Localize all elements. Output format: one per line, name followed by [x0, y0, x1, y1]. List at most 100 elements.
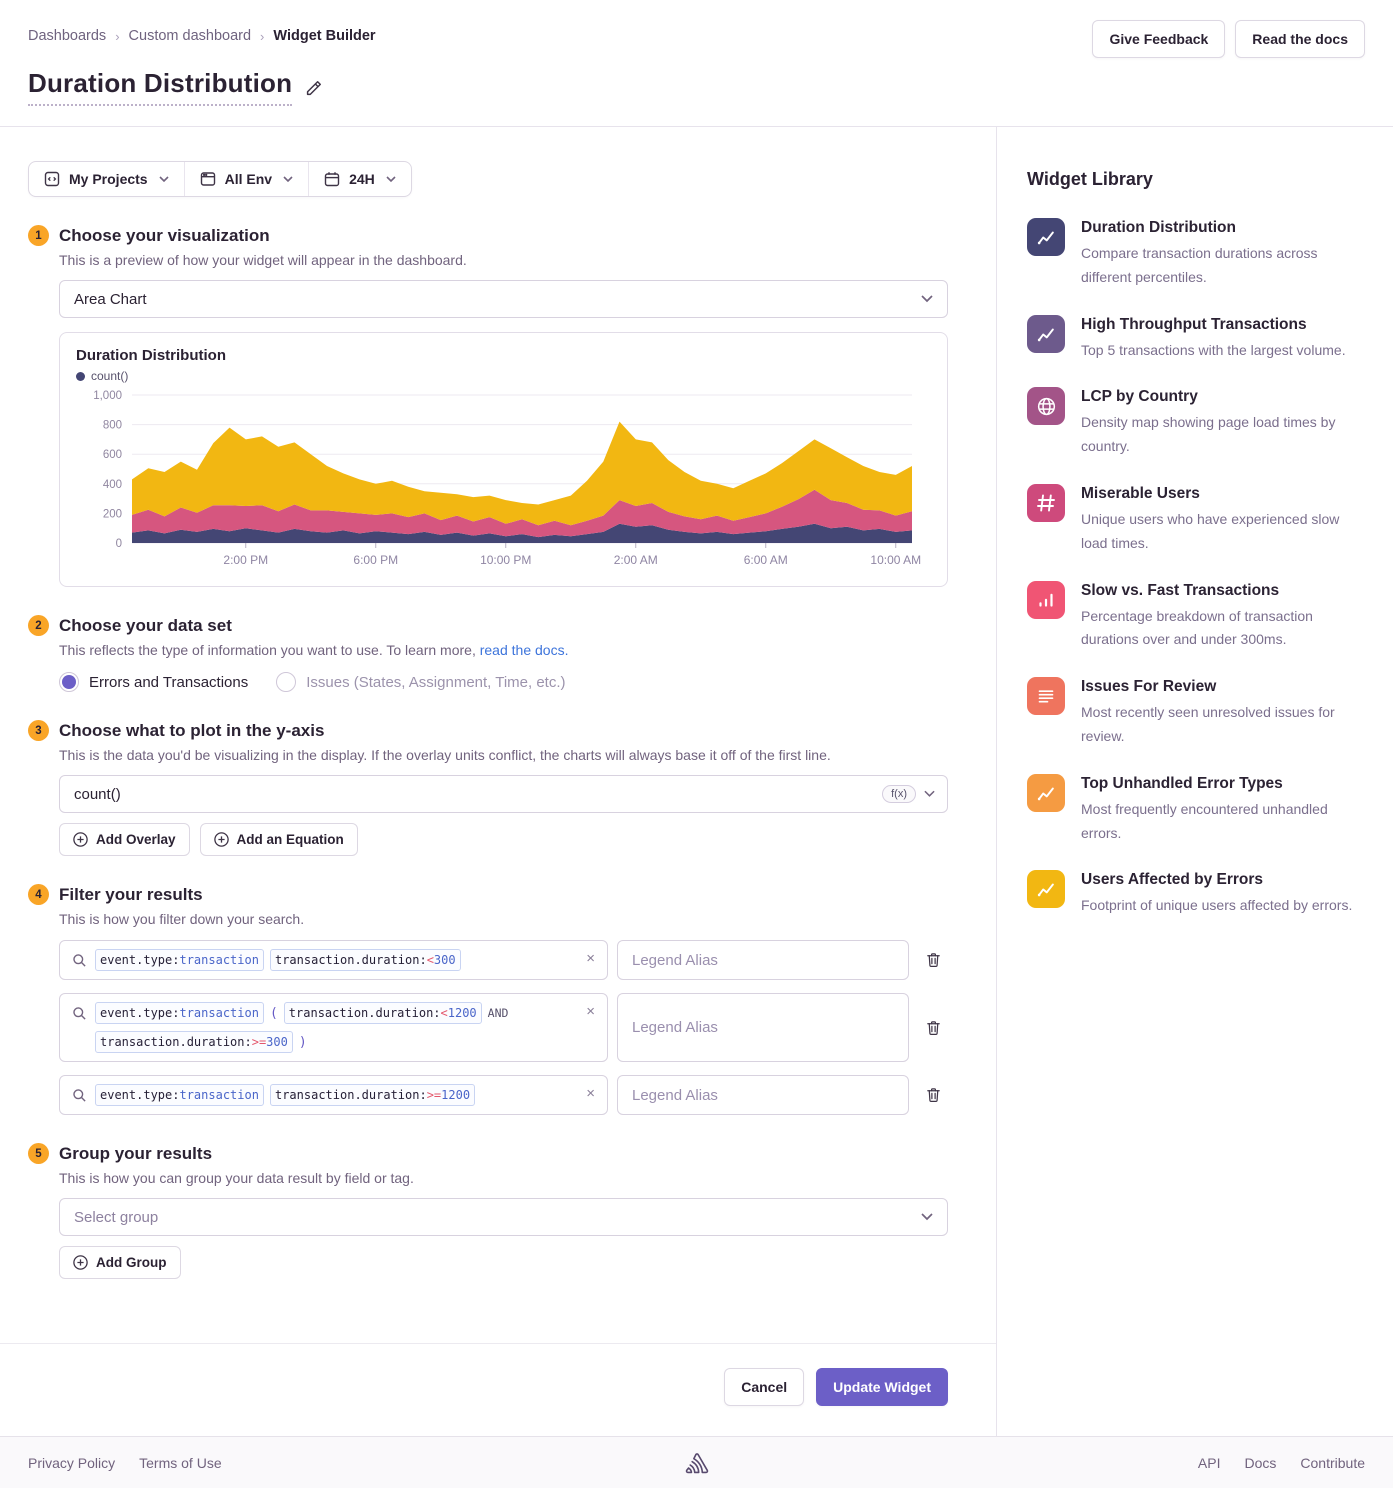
dataset-option-errors-transactions[interactable]: Errors and Transactions — [59, 672, 248, 692]
widget-library-item[interactable]: Duration Distribution Compare transaction… — [1027, 218, 1365, 290]
step-2-badge: 2 — [28, 615, 49, 636]
breadcrumb: Dashboards › Custom dashboard › Widget B… — [28, 20, 376, 44]
svg-text:6:00 PM: 6:00 PM — [353, 553, 398, 567]
visualization-select[interactable]: Area Chart — [59, 280, 948, 318]
docs-link[interactable]: Docs — [1244, 1454, 1277, 1471]
delete-filter-button[interactable] — [918, 940, 948, 980]
widget-library-item[interactable]: Users Affected by Errors Footprint of uni… — [1027, 870, 1365, 918]
filter-row: event.type:transaction (transaction.durat… — [59, 993, 948, 1062]
group-select[interactable]: Select group — [59, 1198, 948, 1236]
terms-of-use-link[interactable]: Terms of Use — [139, 1454, 222, 1471]
edit-title-pencil-icon[interactable] — [304, 79, 323, 98]
dataset-option-issues[interactable]: Issues (States, Assignment, Time, etc.) — [276, 672, 566, 692]
contribute-link[interactable]: Contribute — [1300, 1454, 1365, 1471]
filter-token[interactable]: event.type:transaction — [95, 1002, 264, 1024]
delete-filter-button[interactable] — [918, 993, 948, 1062]
legend-alias-input[interactable] — [617, 993, 909, 1062]
svg-text:400: 400 — [103, 479, 122, 491]
environment-icon — [200, 172, 215, 186]
token-operator: < — [426, 953, 434, 967]
calendar-icon — [324, 172, 340, 187]
cancel-button[interactable]: Cancel — [724, 1368, 805, 1406]
legend-label: count() — [91, 369, 129, 383]
chevron-down-icon — [921, 1213, 933, 1221]
chevron-down-icon — [921, 295, 933, 303]
filter-token[interactable]: event.type:transaction — [95, 949, 264, 971]
privacy-policy-link[interactable]: Privacy Policy — [28, 1454, 116, 1471]
breadcrumb-custom-dashboard[interactable]: Custom dashboard — [128, 28, 252, 44]
filter-query-tokens: event.type:transaction (transaction.durat… — [87, 994, 582, 1061]
breadcrumb-dashboards[interactable]: Dashboards — [28, 28, 107, 44]
filter-search-input[interactable]: event.type:transaction transaction.durati… — [59, 1075, 608, 1115]
widget-library-item[interactable]: Issues For Review Most recently seen unre… — [1027, 677, 1365, 749]
environment-filter-label: All Env — [224, 171, 273, 187]
add-equation-button[interactable]: Add an Equation — [199, 823, 358, 856]
widget-library-item-description: Most recently seen unresolved issues for… — [1081, 704, 1335, 744]
fx-badge[interactable]: f(x) — [882, 785, 916, 803]
top-bar: Dashboards › Custom dashboard › Widget B… — [0, 0, 1393, 58]
step-4-heading: 4 Filter your results — [28, 884, 948, 905]
clear-filter-icon[interactable]: × — [586, 1003, 595, 1020]
time-range-filter[interactable]: 24H — [308, 162, 411, 196]
widget-library-item-text: Miserable Users Unique users who have exp… — [1081, 484, 1363, 556]
widget-library-item[interactable]: LCP by Country Density map showing page l… — [1027, 387, 1365, 459]
preview-chart-svg: 0 200 400 600 800 1,000 2:00 PM 6:00 PM 10:00 PM… — [93, 390, 921, 567]
bar-chart-icon — [1027, 580, 1065, 619]
widget-library-item[interactable]: Miserable Users Unique users who have exp… — [1027, 483, 1365, 556]
list-icon — [1027, 677, 1065, 716]
filter-token[interactable]: transaction.duration:>=1200 — [269, 1084, 476, 1106]
step-1-badge: 1 — [28, 225, 49, 246]
yaxis-function-field[interactable]: count() f(x) — [59, 775, 948, 813]
clear-filter-icon[interactable]: × — [586, 950, 595, 967]
radio-unselected-icon — [276, 672, 297, 692]
chart-line-icon — [1027, 870, 1065, 909]
step-3-badge: 3 — [28, 720, 49, 741]
widget-library-item-text: Duration Distribution Compare transaction… — [1081, 218, 1363, 290]
svg-text:200: 200 — [103, 508, 122, 520]
legend-alias-input[interactable] — [617, 1075, 909, 1115]
filter-search-input[interactable]: event.type:transaction (transaction.durat… — [59, 993, 608, 1062]
breadcrumb-separator-icon: › — [260, 28, 265, 44]
svg-text:6:00 AM: 6:00 AM — [744, 553, 788, 567]
read-the-docs-button[interactable]: Read the docs — [1235, 20, 1365, 58]
widget-library-item-text: Users Affected by Errors Footprint of uni… — [1081, 870, 1352, 918]
filter-token[interactable]: transaction.duration:<300 — [269, 949, 461, 971]
api-link[interactable]: API — [1197, 1454, 1221, 1471]
add-overlay-button[interactable]: Add Overlay — [59, 823, 190, 856]
form-actions: Cancel Update Widget — [0, 1343, 996, 1436]
widget-library-item[interactable]: High Throughput Transactions Top 5 transa… — [1027, 314, 1365, 363]
give-feedback-button[interactable]: Give Feedback — [1092, 20, 1226, 58]
step-1-heading: 1 Choose your visualization — [28, 225, 948, 246]
filter-token[interactable]: event.type:transaction — [95, 1084, 264, 1106]
widget-library-item-description: Density map showing page load times by c… — [1081, 414, 1336, 455]
legend-alias-input[interactable] — [617, 940, 909, 980]
widget-library-item-description: Most frequently encountered unhandled er… — [1081, 800, 1328, 841]
breadcrumb-separator-icon: › — [115, 28, 120, 44]
filter-query-tokens: event.type:transaction transaction.durati… — [87, 941, 582, 979]
step-5-subtitle: This is how you can group your data resu… — [59, 1170, 414, 1186]
sentry-logo-icon — [685, 1452, 709, 1474]
widget-library-item-title: High Throughput Transactions — [1081, 315, 1307, 333]
chart-line-icon — [1027, 314, 1065, 353]
filter-search-input[interactable]: event.type:transaction transaction.durati… — [59, 940, 608, 980]
filter-token[interactable]: transaction.duration:<1200 — [283, 1002, 482, 1024]
widget-library-item-description: Compare transaction durations across dif… — [1081, 245, 1318, 285]
widget-library-item[interactable]: Slow vs. Fast Transactions Percentage bre… — [1027, 580, 1365, 653]
step-2-heading: 2 Choose your data set — [28, 615, 948, 636]
update-widget-button[interactable]: Update Widget — [816, 1368, 948, 1406]
widget-library-item[interactable]: Top Unhandled Error Types Most frequently… — [1027, 773, 1365, 846]
widget-builder-main: My Projects All Env 24H 1 Choose your vi… — [0, 127, 997, 1436]
token-value: 1200 — [441, 1088, 471, 1102]
read-the-docs-link[interactable]: read the docs. — [479, 642, 569, 658]
filter-query-tokens: event.type:transaction transaction.durati… — [87, 1076, 582, 1114]
project-filter[interactable]: My Projects — [29, 162, 184, 196]
clear-filter-icon[interactable]: × — [586, 1085, 595, 1102]
chart-legend[interactable]: count() — [76, 369, 931, 383]
environment-filter[interactable]: All Env — [183, 162, 308, 196]
delete-filter-button[interactable] — [918, 1075, 948, 1115]
widget-library-item-description: Percentage breakdown of transaction dura… — [1081, 607, 1313, 648]
filter-token[interactable]: transaction.duration:>=300 — [95, 1031, 293, 1053]
add-group-button[interactable]: Add Group — [59, 1246, 181, 1279]
step-5-badge: 5 — [28, 1143, 49, 1164]
token-operator: >= — [426, 1088, 442, 1102]
